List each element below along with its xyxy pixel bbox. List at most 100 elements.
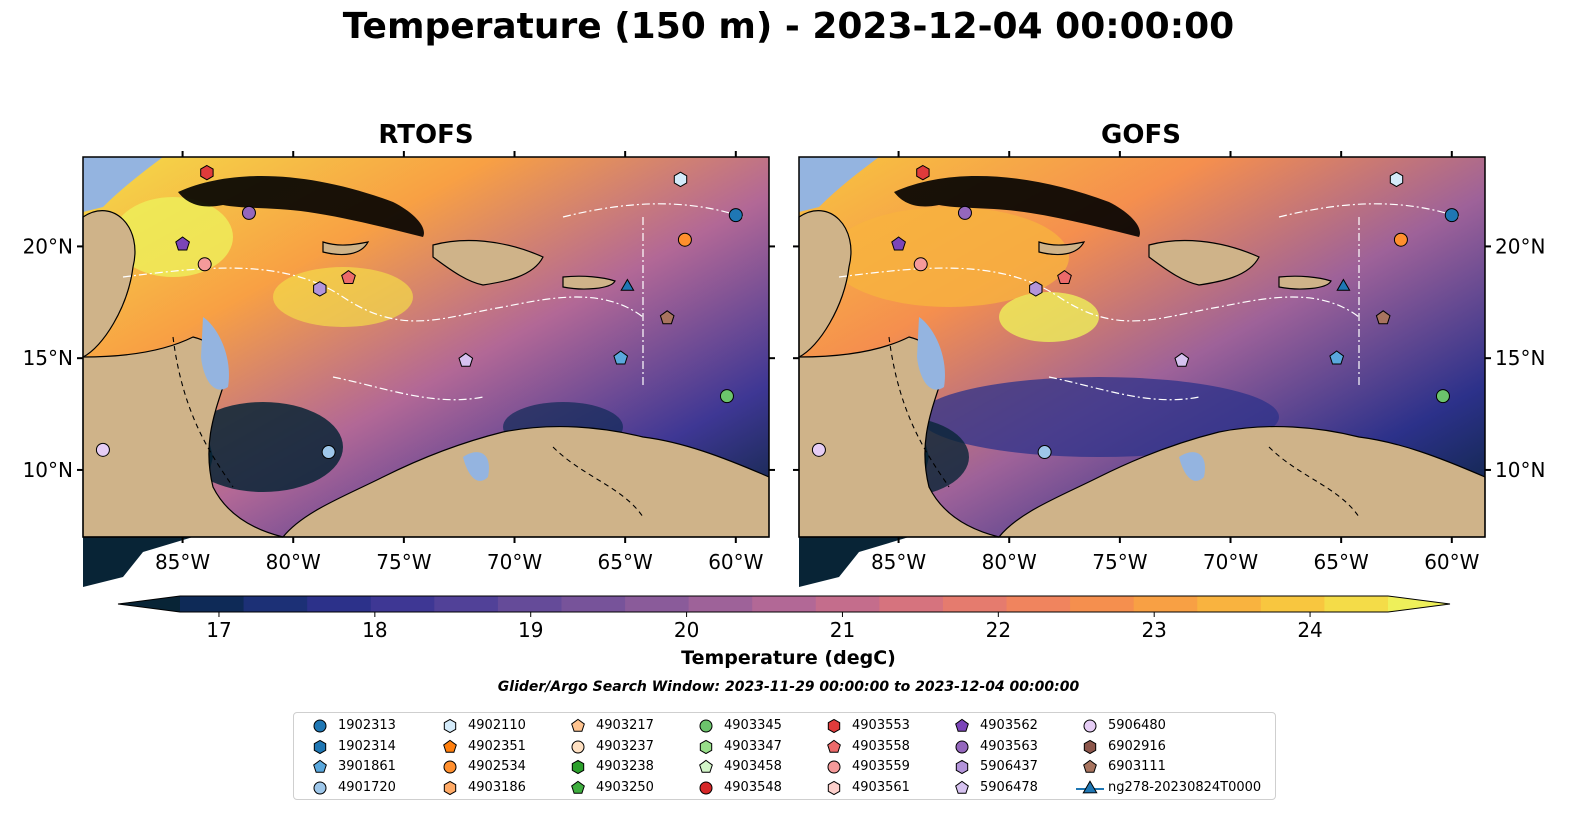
legend-marker-icon — [313, 781, 327, 794]
panel-title-rtofs: RTOFS — [378, 120, 474, 150]
legend-label: 4903238 — [596, 759, 654, 774]
colorbar-segment — [688, 596, 753, 612]
colorbar-segment — [1197, 596, 1262, 612]
legend-marker-icon — [699, 719, 713, 733]
legend-label: 4902351 — [468, 738, 526, 754]
float-marker-1902313 — [728, 208, 743, 223]
legend-label: 4903562 — [980, 718, 1038, 733]
colorbar-segment — [497, 596, 562, 612]
colorbar-segment — [1006, 596, 1071, 612]
legend-label: 4903563 — [980, 738, 1038, 754]
colorbar-extend-high — [1388, 596, 1450, 612]
colorbar-segment — [1070, 596, 1135, 612]
colorbar-label: Temperature (degC) — [681, 647, 896, 669]
lon-tick-label: 60°W — [1424, 550, 1479, 574]
legend-marker-icon — [571, 759, 585, 775]
float-marker-4903562 — [891, 236, 906, 251]
panel-title-gofs: GOFS — [1101, 120, 1181, 150]
legend-label: 1902313 — [338, 718, 396, 733]
float-marker-4903562 — [175, 236, 190, 251]
legend-marker-icon — [571, 780, 585, 794]
colorbar-tick-label: 24 — [1297, 618, 1322, 642]
lon-tick-label: 70°W — [487, 550, 542, 574]
legend-label: 5906478 — [980, 779, 1038, 795]
legend-marker-icon — [827, 718, 841, 734]
rtofs-frame — [82, 156, 770, 538]
lat-tick-label: 15°N — [1495, 346, 1545, 370]
float-marker-4903563 — [241, 205, 256, 220]
legend-marker-icon — [571, 718, 585, 732]
legend-label: 4903458 — [724, 759, 782, 774]
legend-marker-icon — [827, 760, 841, 774]
legend-marker-icon — [443, 780, 457, 795]
legend-marker-icon — [313, 739, 327, 754]
legend-marker-icon — [955, 759, 969, 775]
lat-tick-label: 20°N — [23, 234, 73, 258]
legend-label: 4903186 — [468, 779, 526, 795]
float-marker-6903111 — [1375, 310, 1391, 325]
float-marker-4903558 — [341, 269, 356, 284]
float-marker-4903559 — [913, 257, 928, 272]
float-marker-3901861 — [1329, 350, 1345, 365]
legend-marker-icon — [443, 739, 457, 753]
figure-title: Temperature (150 m) - 2023-12-04 00:00:0… — [342, 6, 1235, 47]
legend-marker-icon — [1083, 719, 1097, 733]
float-marker-4902110 — [673, 171, 688, 188]
legend-marker-icon — [955, 718, 969, 732]
legend-marker-icon — [1083, 759, 1097, 773]
legend-marker-icon — [699, 739, 713, 754]
legend-label: 4901720 — [338, 779, 396, 795]
legend-marker-icon — [443, 760, 457, 774]
legend-label: 4903561 — [852, 779, 910, 795]
legend-label: 4902534 — [468, 759, 526, 774]
legend-label: 4903558 — [852, 738, 910, 754]
colorbar-extend-low — [118, 596, 180, 612]
legend-label: 4903548 — [724, 779, 782, 795]
gofs-frame — [798, 156, 1486, 538]
colorbar-segment — [942, 596, 1008, 612]
legend-marker-icon — [313, 719, 327, 733]
legend-label: 4903237 — [596, 738, 654, 754]
colorbar-tick-label: 18 — [362, 618, 387, 642]
legend-marker-icon — [699, 781, 713, 794]
float-marker-4903558 — [1057, 269, 1072, 284]
float-marker-4902110 — [1389, 171, 1404, 188]
legend-marker-icon — [571, 740, 585, 753]
float-marker-4901720 — [1037, 445, 1052, 460]
legend-label: 4903559 — [852, 759, 910, 774]
legend-marker-icon — [443, 718, 457, 734]
float-marker-4903345 — [719, 389, 734, 404]
colorbar-segment — [752, 596, 817, 612]
float-marker-4902534 — [1393, 232, 1408, 247]
float-marker-4901720 — [321, 445, 336, 460]
legend-label: 4903345 — [724, 718, 782, 733]
legend-label: 4903553 — [852, 718, 910, 733]
colorbar-segment — [815, 596, 880, 612]
lat-tick-label: 15°N — [23, 346, 73, 370]
legend-label: 6902916 — [1108, 738, 1166, 754]
colorbar-segment — [307, 596, 372, 612]
colorbar-segment — [434, 596, 499, 612]
float-marker-4903553 — [200, 164, 214, 181]
lon-tick-label: 60°W — [708, 550, 763, 574]
colorbar-segment — [1133, 596, 1198, 612]
float-marker-5906437 — [313, 281, 327, 297]
lon-tick-label: 80°W — [982, 550, 1037, 574]
legend-label: 5906480 — [1108, 718, 1166, 733]
colorbar-tick-label: 22 — [986, 618, 1011, 642]
colorbar-segment — [243, 596, 308, 612]
float-marker-5906437 — [1029, 281, 1043, 297]
legend-label: 4903217 — [596, 718, 654, 733]
legend-label: 4902110 — [468, 718, 526, 733]
lon-tick-label: 80°W — [266, 550, 321, 574]
colorbar-segment — [370, 596, 435, 612]
float-marker-ng278-20230824T0000 — [620, 278, 635, 291]
float-marker-4903563 — [957, 205, 972, 220]
rtofs-map — [82, 156, 770, 588]
lon-tick-label: 65°W — [1314, 550, 1369, 574]
float-marker-6903111 — [659, 310, 675, 325]
legend-label: 6903111 — [1108, 759, 1166, 774]
colorbar-tick-label: 23 — [1141, 618, 1166, 642]
colorbar-segment — [561, 596, 626, 612]
legend-label: ng278-20230824T0000 — [1108, 779, 1262, 795]
